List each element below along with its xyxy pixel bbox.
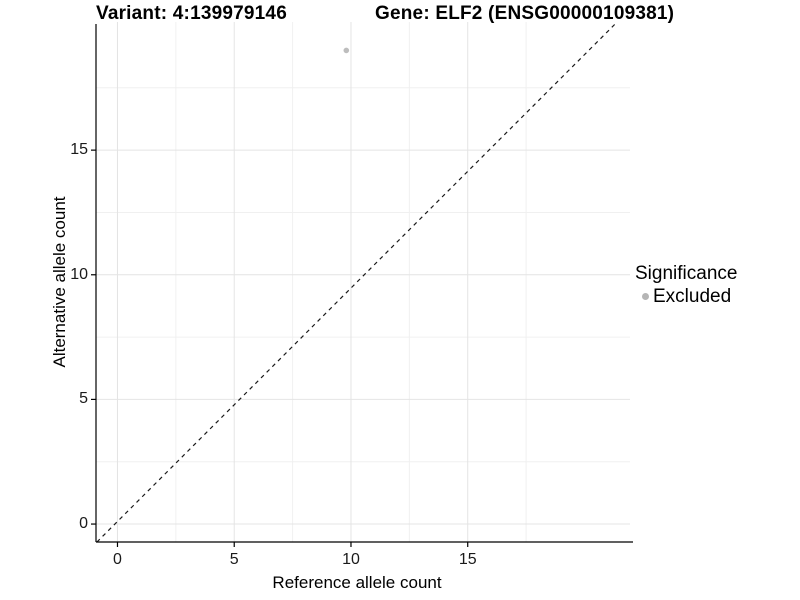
y-axis-title: Alternative allele count: [50, 196, 69, 368]
identity-dashed-line: [96, 21, 618, 543]
legend-item-excluded: Excluded: [635, 286, 800, 307]
plot-title-gene: Gene: ELF2 (ENSG00000109381): [375, 3, 675, 24]
legend-item-label: Excluded: [653, 286, 732, 307]
x-tick-label: 0: [113, 551, 122, 568]
data-point-excluded: [343, 47, 350, 54]
x-tick-label: 10: [342, 551, 360, 568]
plot-title-variant: Variant: 4:139979146: [96, 3, 287, 24]
legend: Significance Excluded: [635, 263, 800, 307]
x-axis-title: Reference allele count: [272, 573, 442, 592]
y-tick-label: 10: [70, 265, 88, 283]
x-tick-label: 5: [229, 551, 239, 568]
y-tick-label: 5: [79, 390, 88, 408]
x-tick-label: 15: [458, 551, 477, 568]
excluded-point-icon: [642, 293, 649, 300]
legend-title: Significance: [635, 263, 738, 284]
y-tick-label: 0: [79, 515, 88, 533]
y-tick-label: 15: [70, 141, 88, 159]
